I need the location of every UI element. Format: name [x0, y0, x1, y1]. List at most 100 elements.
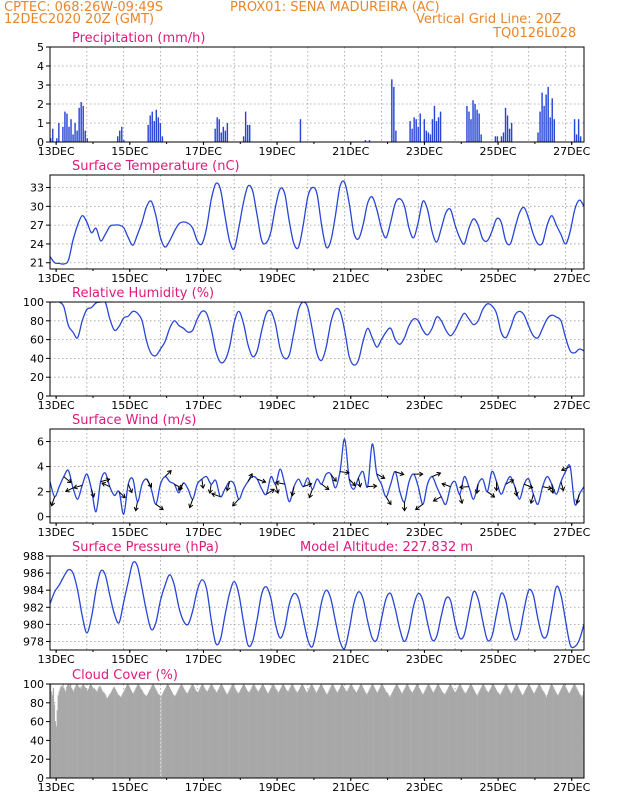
cloud-cover-bar — [578, 692, 580, 778]
panel-6-xtick-label: 15DEC — [111, 781, 148, 794]
panel-5-ytick-label: 988 — [23, 550, 44, 563]
panel-2-ytick-label: 24 — [30, 238, 44, 251]
precip-bar — [220, 132, 222, 142]
cloud-cover-bar — [147, 692, 150, 778]
cloud-cover-bar — [165, 685, 168, 778]
cloud-cover-bar — [170, 690, 172, 778]
panel-6-xtick-label: 17DEC — [185, 781, 222, 794]
cloud-cover-bar — [279, 688, 282, 778]
wind-arrow — [357, 477, 361, 487]
cloud-cover-bar — [411, 691, 413, 778]
precip-bar — [474, 104, 476, 142]
cloud-cover-bar — [406, 684, 408, 778]
precip-bar — [539, 111, 541, 142]
header-station-name: PROX01: SENA MADUREIRA (AC) — [230, 0, 440, 15]
panel-4-ytick-label: 2 — [37, 486, 44, 499]
wind-arrow-head — [159, 505, 164, 511]
cloud-cover-bar — [429, 685, 431, 778]
cloud-cover-bar — [203, 687, 206, 778]
cloud-cover-bar — [340, 684, 343, 778]
wind-arrow-head — [105, 477, 111, 483]
cloud-cover-bar — [414, 686, 417, 778]
cloud-cover-bar — [394, 685, 397, 778]
cloud-cover-bar — [91, 686, 94, 778]
cloud-cover-bar — [116, 692, 118, 778]
precip-bar — [364, 140, 367, 142]
panel-3-xtick-label: 27DEC — [553, 399, 590, 412]
precip-bar — [84, 130, 86, 142]
panel-5-ytick-label: 984 — [23, 584, 44, 597]
precip-bar — [494, 136, 497, 142]
wind-arrow — [101, 482, 111, 488]
cloud-cover-bar — [376, 692, 379, 778]
cloud-cover-bar — [371, 684, 373, 778]
panel-6-xtick-label: 21DEC — [332, 781, 369, 794]
cloud-cover-bar — [490, 686, 493, 778]
cloud-cover-bar — [538, 684, 540, 778]
cloud-cover-bar — [148, 690, 151, 778]
wind-arrow — [505, 479, 514, 485]
cloud-cover-bar — [244, 686, 247, 778]
cloud-cover-bar — [284, 687, 286, 778]
wind-arrow-head — [436, 471, 442, 477]
wind-arrow-head — [101, 482, 107, 487]
precip-bar — [510, 123, 513, 142]
precip-bar — [472, 100, 474, 142]
cloud-cover-bar — [254, 685, 256, 778]
panel-3-xtick-label: 15DEC — [111, 399, 148, 412]
cloud-cover-bar — [310, 684, 312, 778]
cloud-cover-bar — [161, 695, 163, 778]
wind-arrow-head — [493, 487, 500, 492]
cloud-cover-bar — [512, 689, 514, 778]
cloud-cover-bar — [65, 691, 67, 778]
wind-arrow-head — [372, 483, 378, 489]
cloud-cover-bar — [226, 694, 228, 778]
cloud-cover-bar — [326, 694, 328, 778]
cloud-cover-bar — [64, 689, 66, 778]
cloud-cover-bar — [308, 688, 310, 778]
cloud-cover-bar — [299, 686, 302, 778]
wind-arrow-head — [307, 482, 313, 488]
cloud-cover-bar — [374, 687, 376, 778]
cloud-cover-bar — [104, 693, 106, 778]
cloud-cover-bar — [60, 685, 62, 778]
cloud-cover-bar — [464, 692, 466, 778]
cloud-cover-bar — [234, 687, 236, 778]
panel-1-xtick-label: 23DEC — [406, 145, 443, 158]
panel-5-xtick-label: 19DEC — [259, 653, 296, 666]
cloud-cover-bar — [493, 685, 495, 778]
wind-arrow-head — [178, 486, 183, 491]
cloud-cover-bar — [335, 689, 337, 778]
wind-arrow — [178, 482, 184, 491]
cloud-cover-bar — [238, 693, 240, 778]
cloud-cover-bar — [307, 690, 309, 778]
cloud-cover-bar — [145, 696, 148, 778]
cloud-cover-bar — [385, 691, 387, 778]
cloud-cover-bar — [455, 690, 457, 778]
wind-arrow-head — [419, 471, 424, 477]
cloud-cover-bar — [405, 685, 407, 778]
panel-3-ytick-label: 0 — [37, 390, 44, 403]
cloud-cover-bar — [164, 689, 166, 778]
cloud-cover-bar — [56, 710, 58, 778]
wind-arrow — [291, 486, 295, 496]
cloud-cover-bar — [535, 689, 537, 778]
wind-arrow — [51, 496, 56, 506]
wind-arrow — [431, 472, 441, 478]
wind-arrow — [367, 485, 377, 488]
cloud-cover-bar — [157, 693, 159, 778]
cloud-cover-bar — [425, 688, 427, 778]
cloud-cover-bar — [507, 688, 510, 778]
cloud-cover-bar — [276, 689, 278, 778]
cloud-cover-bar — [433, 690, 436, 778]
panel-4-xtick-label: 25DEC — [480, 526, 517, 539]
cloud-cover-bar — [581, 697, 583, 778]
cloud-cover-bar — [51, 695, 54, 778]
panel-6-ytick-label: 0 — [37, 772, 44, 785]
cloud-cover-bar — [249, 690, 251, 778]
cloud-cover-bar — [168, 686, 171, 778]
cloud-cover-bar — [260, 685, 263, 778]
precip-bar — [480, 134, 482, 142]
cloud-cover-bar — [119, 696, 121, 778]
header-station-coordinates: CPTEC: 068:26W-09:49S — [4, 0, 164, 15]
